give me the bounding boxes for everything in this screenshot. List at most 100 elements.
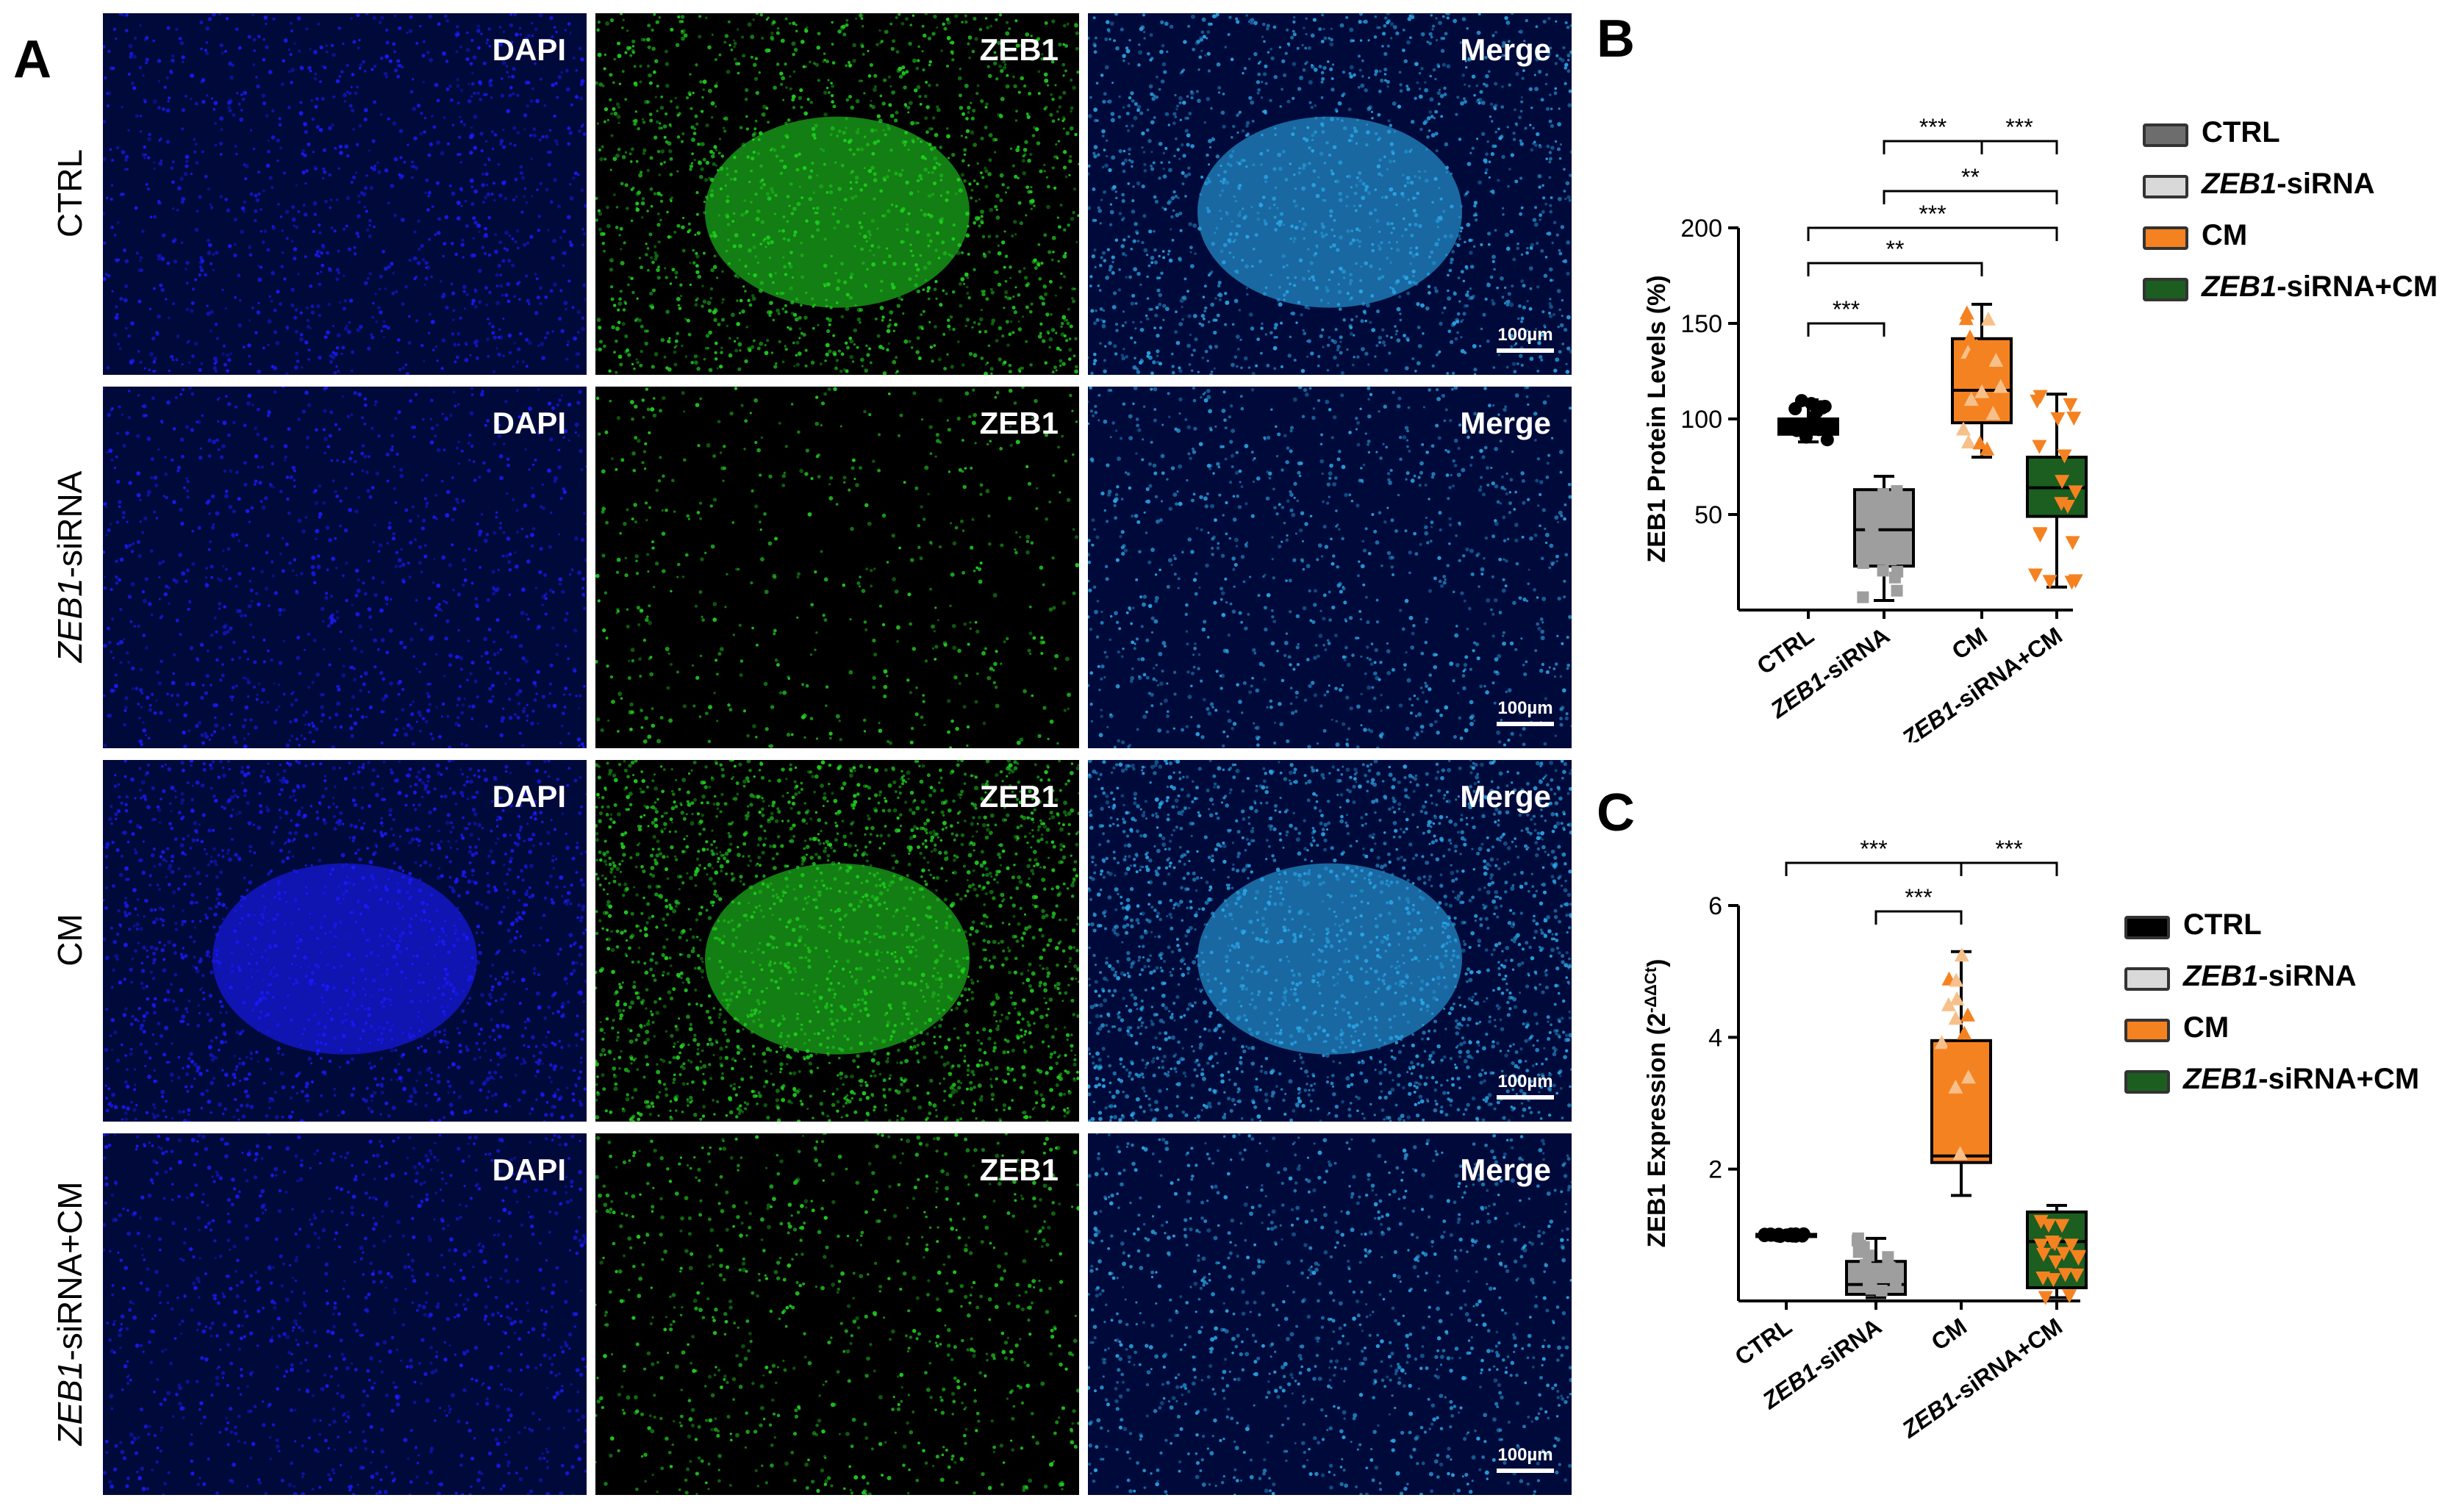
micrograph-1-0: DAPI	[103, 387, 587, 748]
data-point	[2033, 1238, 2049, 1253]
data-point	[1891, 584, 1903, 597]
significance-bracket: **	[1807, 236, 1983, 276]
box-ZEB1-siRNA+CM	[2026, 390, 2088, 590]
data-point	[1851, 1234, 1863, 1247]
channel-label: Merge	[1460, 406, 1551, 440]
data-point	[1870, 1265, 1883, 1277]
data-point	[1985, 406, 2001, 420]
data-point	[2027, 568, 2043, 583]
box-CTRL	[1755, 1227, 1817, 1244]
data-point	[1865, 1283, 1877, 1295]
micrograph-image	[595, 387, 1079, 748]
scale-bar-line	[1497, 1095, 1554, 1100]
box-CM	[1951, 303, 2013, 459]
legend-c: CTRL ZEB1-siRNA CM ZEB1-siRNA+CM	[2124, 908, 2448, 1129]
data-point	[2063, 1238, 2079, 1253]
data-point	[1980, 441, 1995, 456]
data-point	[1788, 402, 1802, 416]
significance-bracket: ***	[1785, 836, 1963, 876]
data-point	[2063, 398, 2078, 412]
significance-label: ***	[1919, 201, 1946, 227]
data-point	[1861, 492, 1874, 505]
micrograph-1-1: ZEB1	[595, 387, 1079, 748]
data-point	[2038, 1291, 2053, 1305]
data-point	[2068, 485, 2083, 500]
data-point	[1885, 553, 1897, 566]
panel-letter-b: B	[1597, 10, 1635, 68]
data-point	[1884, 534, 1897, 547]
scale-bar-label: 100µm	[1497, 325, 1553, 345]
panel-letter-c: C	[1597, 784, 1635, 842]
data-point	[1792, 418, 1806, 432]
data-point	[1948, 1079, 1963, 1094]
data-point	[2033, 1215, 2049, 1230]
significance-label: ***	[1860, 836, 1887, 862]
bracket-line	[1785, 861, 1963, 876]
data-point	[2065, 536, 2080, 551]
data-point	[1873, 543, 1885, 556]
significance-bracket: ***	[1883, 114, 1983, 154]
data-point	[1956, 421, 1971, 436]
data-point	[1866, 525, 1879, 537]
data-point	[2071, 1252, 2086, 1266]
data-point	[1958, 311, 1974, 326]
data-point	[2066, 412, 2082, 426]
panel-letter-a: A	[13, 30, 51, 89]
data-point	[1988, 352, 2004, 367]
bracket-line	[1807, 226, 2058, 241]
legend-swatch	[2124, 916, 2170, 939]
scale-bar: 100µm	[1497, 698, 1554, 726]
micrograph-image	[1088, 387, 1572, 748]
y-tick-label: 100	[1680, 406, 1722, 434]
legend-label: CM	[2183, 1011, 2230, 1044]
y-tick-label: 6	[1708, 892, 1722, 920]
micrograph-grid: DAPI ZEB1 Merge 100µm DAPI ZEB1 Merge 100µm DAPI…	[103, 13, 1572, 1495]
y-axis-label: ZEB1 Protein Levels (%)	[1643, 275, 1671, 562]
row-label-3: ZEB1-siRNA+CM	[50, 1137, 90, 1490]
data-point	[2050, 412, 2066, 426]
y-tick-label: 2	[1708, 1156, 1722, 1184]
scale-bar-line	[1497, 722, 1554, 726]
data-point	[1993, 379, 2008, 393]
scale-bar: 100µm	[1497, 325, 1554, 353]
data-point	[1786, 1229, 1799, 1243]
data-point	[1960, 1007, 1975, 1022]
legend-swatch	[2143, 175, 2188, 198]
significance-label: ***	[2005, 114, 2033, 140]
y-tick-label: 50	[1694, 501, 1722, 529]
y-tick-label: 150	[1680, 310, 1722, 338]
significance-bracket: ***	[1980, 114, 2058, 154]
chart-c-expression: 2 4 6 ZEB1 Expression (2-ΔΔCt) CTRL ZEB1-siRN…	[1641, 836, 2088, 1444]
data-point	[1969, 338, 1985, 353]
micrograph-3-2: Merge 100µm	[1088, 1133, 1572, 1495]
data-point	[1820, 433, 1834, 447]
micrograph-2-1: ZEB1	[595, 760, 1079, 1122]
row-label-0: CTRL	[50, 17, 90, 370]
data-point	[1852, 1246, 1865, 1258]
legend-b: CTRL ZEB1-siRNA CM ZEB1-siRNA+CM	[2143, 116, 2452, 337]
micrograph-2-0: DAPI	[103, 760, 587, 1122]
micrograph-0-1: ZEB1	[595, 13, 1079, 375]
y-axis-label: ZEB1 Expression (2-ΔΔCt)	[1641, 959, 1672, 1248]
data-point	[1949, 991, 1965, 1005]
micrograph-image	[1088, 13, 1572, 375]
data-point	[2035, 1271, 2051, 1286]
row-label-italic: ZEB1	[51, 1360, 89, 1446]
bracket-line	[1807, 322, 1885, 337]
significance-label: ***	[1919, 114, 1947, 140]
scale-bar: 100µm	[1497, 1445, 1554, 1473]
box-ZEB1-siRNA	[1845, 1232, 1907, 1299]
data-point	[1963, 349, 1978, 364]
bracket-line	[1883, 190, 2058, 204]
data-point	[1941, 1044, 1956, 1059]
scale-bar-label: 100µm	[1497, 1072, 1553, 1091]
channel-label: DAPI	[492, 406, 566, 440]
legend-swatch	[2143, 123, 2188, 147]
scale-bar-label: 100µm	[1497, 1445, 1553, 1465]
data-point	[1811, 400, 1824, 414]
data-point	[2032, 440, 2047, 454]
micrograph-image	[1088, 760, 1572, 1122]
x-tick-label: CM	[1947, 622, 1992, 664]
legend-swatch	[2124, 967, 2170, 991]
